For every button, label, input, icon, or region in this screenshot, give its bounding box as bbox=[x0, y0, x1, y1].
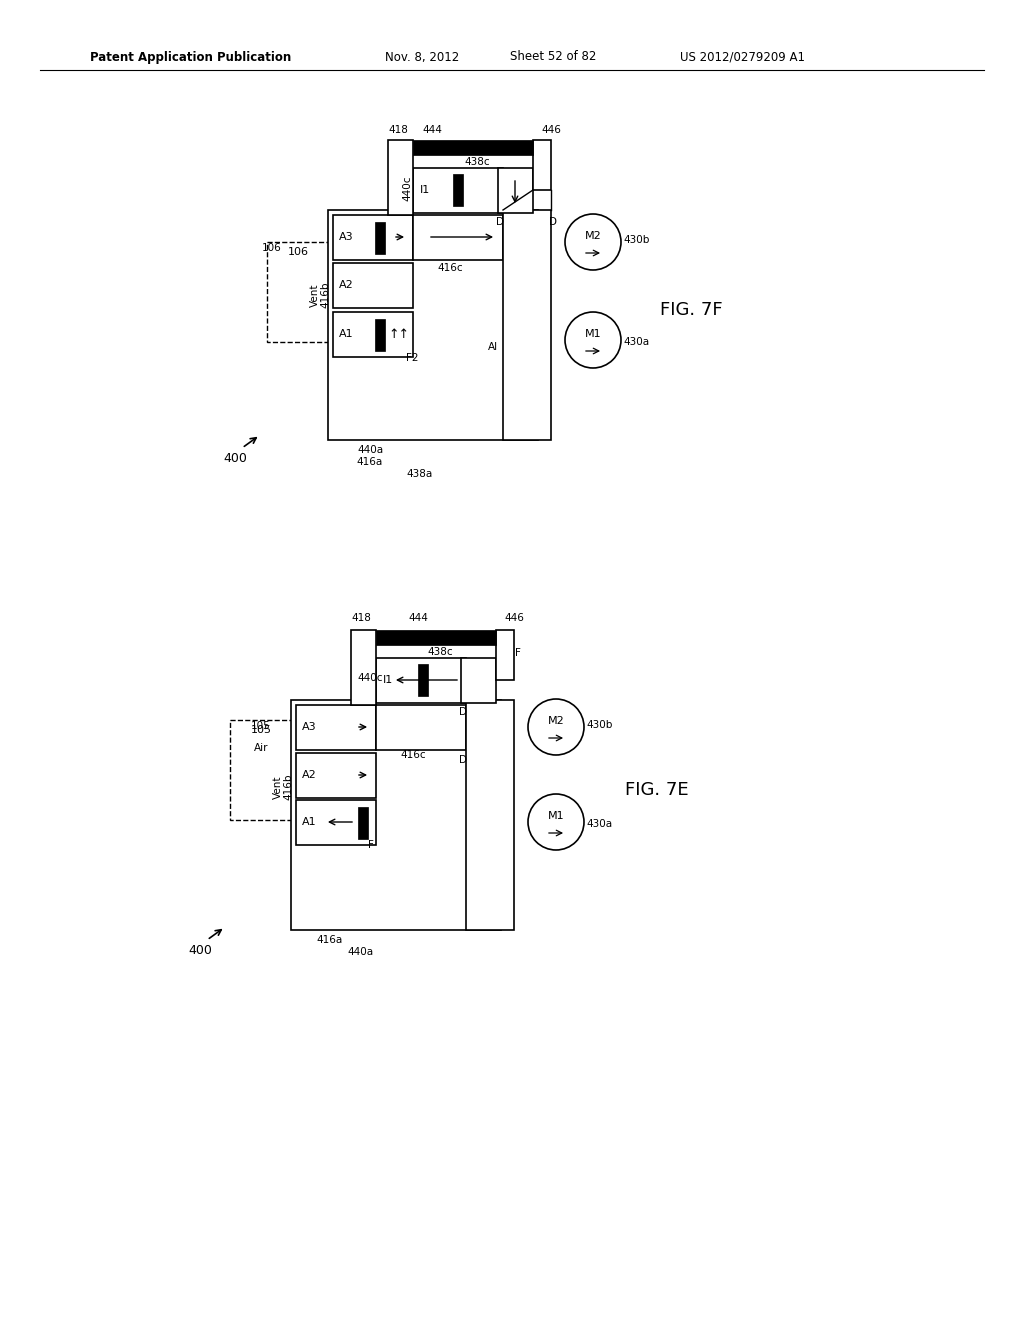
Text: A3: A3 bbox=[302, 722, 316, 733]
Bar bbox=[296, 800, 376, 845]
Bar bbox=[413, 168, 503, 213]
Bar bbox=[333, 215, 413, 260]
Text: 430b: 430b bbox=[623, 235, 649, 246]
Text: F2: F2 bbox=[406, 352, 418, 363]
Text: 440c: 440c bbox=[402, 176, 412, 201]
Text: 106: 106 bbox=[262, 243, 282, 253]
Text: M2: M2 bbox=[548, 715, 564, 726]
Text: FIG. 7E: FIG. 7E bbox=[625, 781, 688, 799]
Bar bbox=[418, 664, 428, 696]
Text: US 2012/0279209 A1: US 2012/0279209 A1 bbox=[680, 50, 805, 63]
Text: M1: M1 bbox=[585, 329, 601, 339]
Bar bbox=[388, 140, 413, 215]
Text: AI: AI bbox=[487, 342, 498, 352]
Text: D: D bbox=[549, 216, 557, 227]
Text: I1: I1 bbox=[383, 675, 393, 685]
Text: 438c: 438c bbox=[427, 647, 453, 657]
Circle shape bbox=[565, 214, 621, 271]
Text: 418: 418 bbox=[388, 125, 408, 135]
Text: 416c: 416c bbox=[437, 263, 463, 273]
Text: 416b: 416b bbox=[319, 281, 330, 309]
Bar bbox=[376, 657, 466, 704]
Text: A3: A3 bbox=[339, 232, 353, 242]
Bar bbox=[230, 719, 292, 820]
Text: A1: A1 bbox=[302, 817, 316, 828]
Text: 416a: 416a bbox=[357, 457, 383, 467]
Text: 400: 400 bbox=[223, 451, 247, 465]
Text: 438c: 438c bbox=[464, 157, 490, 168]
Text: 440a: 440a bbox=[357, 445, 383, 455]
Text: 438a: 438a bbox=[407, 469, 433, 479]
Text: Patent Application Publication: Patent Application Publication bbox=[90, 50, 291, 63]
Bar bbox=[534, 140, 551, 190]
Text: Vent: Vent bbox=[310, 284, 319, 306]
Bar bbox=[333, 312, 413, 356]
Text: 400: 400 bbox=[188, 944, 212, 957]
Text: A2: A2 bbox=[339, 280, 353, 290]
Text: 444: 444 bbox=[408, 612, 428, 623]
Bar bbox=[351, 630, 376, 705]
Text: Vent: Vent bbox=[273, 775, 283, 799]
Bar bbox=[413, 140, 534, 154]
Text: 430a: 430a bbox=[586, 818, 612, 829]
Text: D: D bbox=[496, 216, 504, 227]
Bar bbox=[376, 705, 466, 750]
Text: 444: 444 bbox=[422, 125, 442, 135]
Bar bbox=[503, 210, 551, 440]
Text: 416c: 416c bbox=[400, 750, 426, 760]
Bar bbox=[267, 242, 329, 342]
Text: 418: 418 bbox=[351, 612, 371, 623]
Text: A2: A2 bbox=[302, 770, 316, 780]
Text: 446: 446 bbox=[504, 612, 524, 623]
Bar bbox=[333, 263, 413, 308]
Text: D: D bbox=[459, 755, 467, 766]
Text: ↑↑: ↑↑ bbox=[388, 327, 410, 341]
Bar bbox=[375, 319, 385, 351]
Text: I1: I1 bbox=[420, 185, 430, 195]
Bar bbox=[461, 657, 496, 704]
Text: 416b: 416b bbox=[283, 774, 293, 800]
Text: M1: M1 bbox=[548, 810, 564, 821]
Text: 105: 105 bbox=[251, 725, 271, 735]
Text: A1: A1 bbox=[339, 329, 353, 339]
Bar bbox=[296, 752, 376, 799]
Bar bbox=[496, 630, 514, 680]
Text: D: D bbox=[459, 708, 467, 717]
Circle shape bbox=[565, 312, 621, 368]
Text: Air: Air bbox=[254, 743, 268, 752]
Bar bbox=[498, 168, 534, 213]
Text: Nov. 8, 2012: Nov. 8, 2012 bbox=[385, 50, 459, 63]
Text: Sheet 52 of 82: Sheet 52 of 82 bbox=[510, 50, 596, 63]
Circle shape bbox=[528, 700, 584, 755]
Text: F: F bbox=[368, 840, 374, 850]
Text: F: F bbox=[515, 648, 521, 657]
Text: 416a: 416a bbox=[316, 935, 343, 945]
Bar bbox=[375, 222, 385, 253]
Text: 440a: 440a bbox=[347, 946, 373, 957]
Bar bbox=[413, 215, 503, 260]
Bar bbox=[291, 700, 501, 931]
Bar bbox=[296, 705, 376, 750]
Bar bbox=[466, 700, 514, 931]
Text: 440c: 440c bbox=[357, 673, 383, 682]
Text: FIG. 7F: FIG. 7F bbox=[660, 301, 723, 319]
Bar bbox=[358, 807, 368, 840]
Text: M2: M2 bbox=[585, 231, 601, 242]
Text: 446: 446 bbox=[541, 125, 561, 135]
Text: 105: 105 bbox=[251, 721, 271, 731]
Text: 430b: 430b bbox=[586, 719, 612, 730]
Text: 106: 106 bbox=[288, 247, 308, 257]
Bar bbox=[376, 630, 496, 645]
Text: 430a: 430a bbox=[623, 337, 649, 347]
Bar bbox=[453, 174, 463, 206]
Circle shape bbox=[528, 795, 584, 850]
Bar bbox=[328, 210, 538, 440]
